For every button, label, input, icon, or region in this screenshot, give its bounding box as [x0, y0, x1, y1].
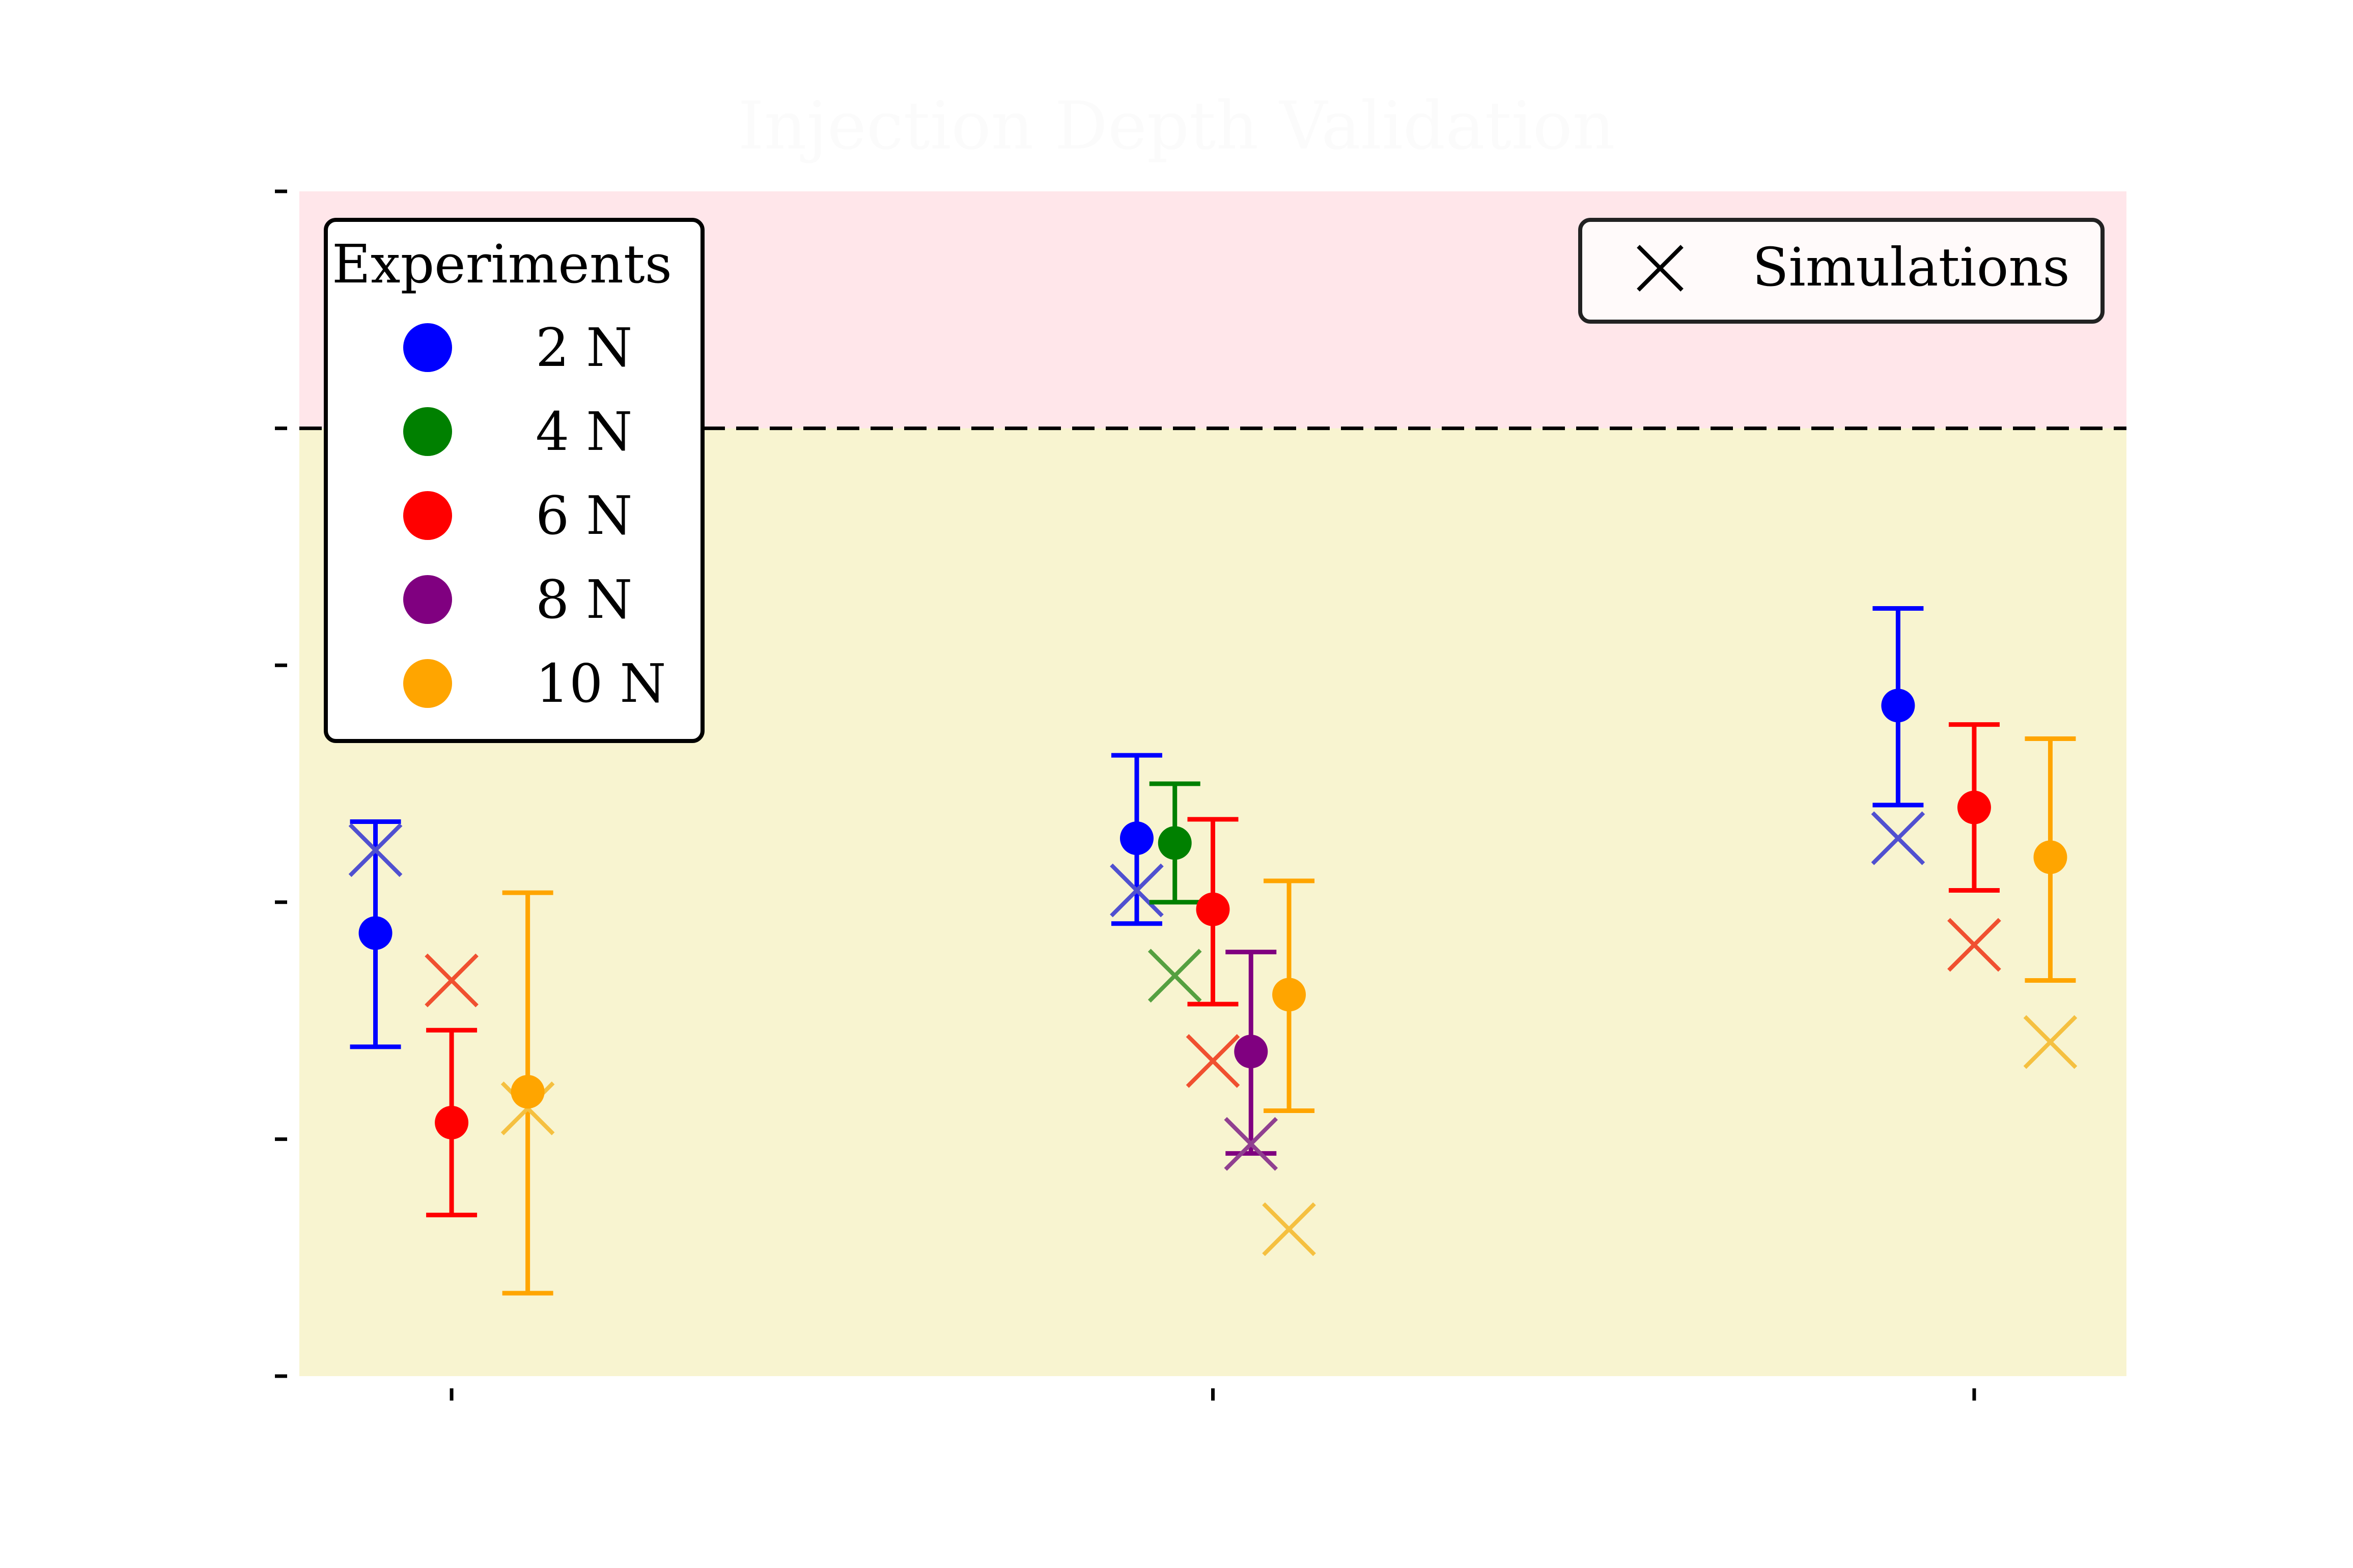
legend-label: 4 N: [536, 401, 632, 463]
legend-marker: [403, 491, 452, 540]
legend-label: 6 N: [536, 484, 632, 547]
data-point-group: [2023, 736, 2078, 1069]
experiment-point: [1158, 826, 1192, 860]
experiment-point: [1119, 821, 1154, 856]
simulation-marker: [425, 953, 479, 1008]
experiment-point: [2033, 840, 2067, 874]
legend-marker: [403, 323, 452, 372]
legend-marker: [403, 575, 452, 624]
data-point-group: [1147, 781, 1202, 1003]
experiment-point: [1881, 689, 1915, 723]
experiment-point: [1272, 978, 1306, 1012]
legend-label: 2 N: [536, 317, 632, 379]
data-point-group: [1110, 753, 1164, 926]
simulation-marker: [1947, 918, 2001, 972]
axes: [275, 189, 1976, 1401]
legend-simulations-box: [1578, 218, 2105, 324]
data-point-group: [1224, 950, 1278, 1171]
data-point-group: [1871, 606, 1925, 865]
experiment-point: [358, 916, 393, 950]
legend-simulations: Simulations: [1578, 218, 2105, 324]
data-point-group: [425, 953, 479, 1217]
simulation-marker: [348, 823, 403, 877]
x-marker-icon: [1637, 245, 1684, 292]
legend-entries: 2 N 4 N 6 N 8 N 10 N: [403, 317, 666, 715]
simulation-marker: [1262, 1202, 1316, 1257]
simulation-marker: [1110, 863, 1164, 918]
simulation-marker: [2023, 1015, 2078, 1069]
data-point-group: [1186, 817, 1240, 1088]
simulation-marker: [1871, 811, 1925, 865]
legend-simulations-label: Simulations: [1752, 236, 2069, 298]
experiment-point: [1957, 790, 1991, 824]
legend-experiments-title: Experiments: [332, 233, 672, 295]
simulation-marker: [1224, 1117, 1278, 1171]
legend-experiments: Experiments 2 N 4 N 6 N 8 N 10 N: [324, 218, 705, 743]
legend-label: 8 N: [536, 568, 632, 631]
chart-title: Injection Depth Validation: [738, 87, 1615, 164]
experiment-point: [435, 1105, 469, 1139]
data-point-group: [1262, 878, 1316, 1257]
simulation-marker: [1147, 949, 1202, 1003]
legend-label: 10 N: [536, 652, 666, 715]
experiment-point: [1234, 1035, 1268, 1069]
legend-marker: [403, 659, 452, 708]
data-point-group: [1947, 722, 2001, 972]
legend-marker: [403, 407, 452, 456]
experiment-point: [511, 1075, 545, 1109]
simulation-marker: [1186, 1034, 1240, 1088]
data-point-group: [500, 890, 555, 1296]
data-marks: [348, 606, 2078, 1296]
experiment-point: [1196, 892, 1230, 926]
data-point-group: [348, 819, 403, 1049]
